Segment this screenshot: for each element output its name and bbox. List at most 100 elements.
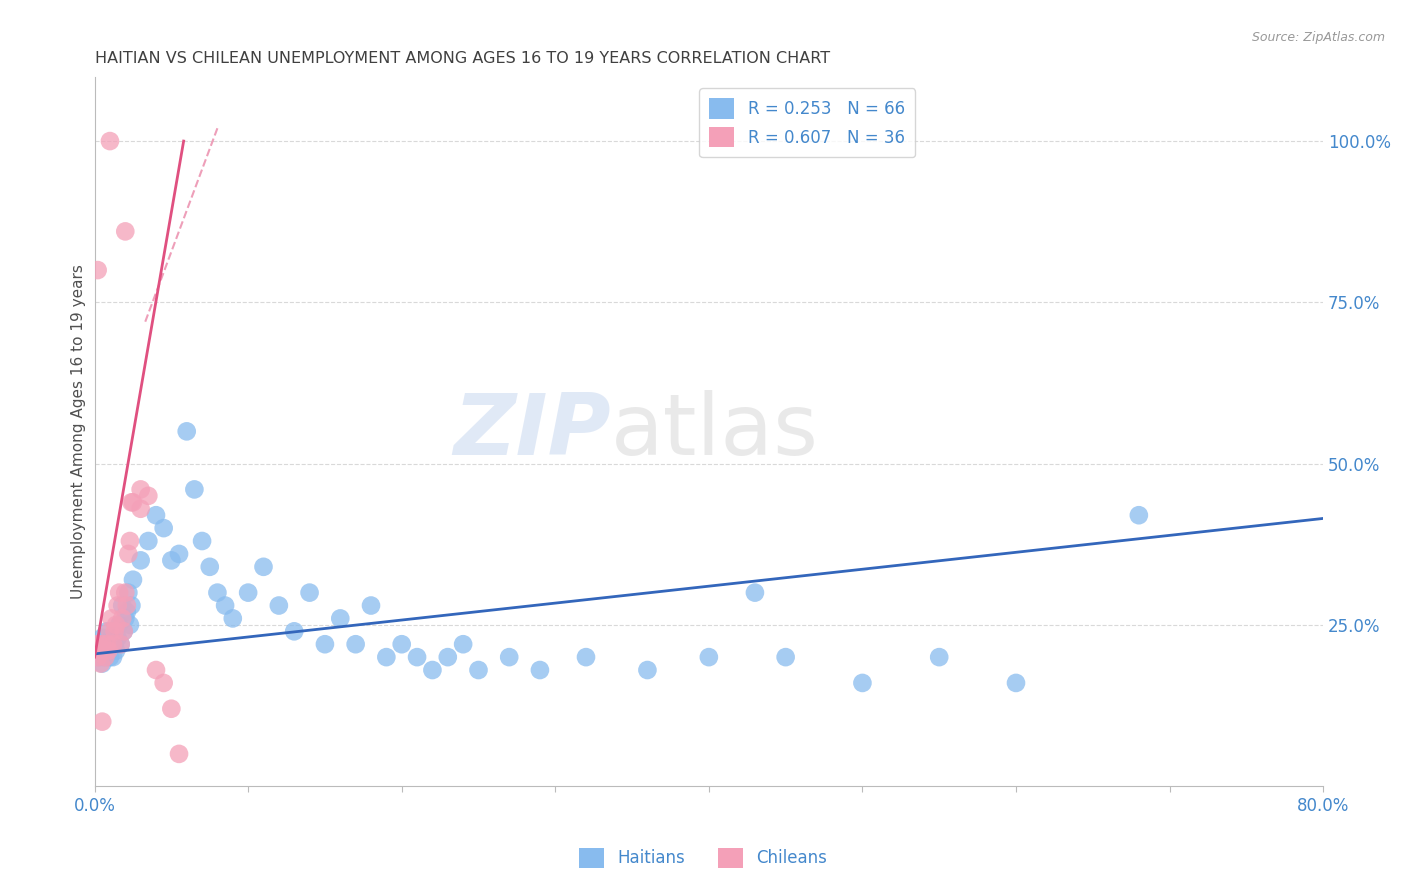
Point [105,643,128,657]
Point [94,650,117,665]
Point [94,650,117,665]
Point [89,650,111,665]
Point [160,702,183,716]
Point [89,637,111,651]
Point [422,663,444,677]
Point [96,637,118,651]
Point [103,637,125,651]
Point [267,599,290,613]
Point [100,631,122,645]
Point [391,637,413,651]
Text: Source: ZipAtlas.com: Source: ZipAtlas.com [1251,31,1385,45]
Point [98,637,121,651]
Point [152,521,174,535]
Point [222,611,245,625]
Point [120,495,142,509]
Point [91,657,114,671]
Point [314,637,336,651]
Point [176,425,198,439]
Point [1128,508,1150,523]
Point [90,643,112,657]
Point [114,585,136,599]
Point [98,134,121,148]
Point [111,611,134,625]
Point [110,637,132,651]
Point [120,599,142,613]
Point [108,618,131,632]
Point [101,650,124,665]
Point [697,650,720,665]
Point [214,599,236,613]
Point [436,650,458,665]
Point [467,663,489,677]
Text: HAITIAN VS CHILEAN UNEMPLOYMENT AMONG AGES 16 TO 19 YEARS CORRELATION CHART: HAITIAN VS CHILEAN UNEMPLOYMENT AMONG AG… [94,51,830,66]
Point [117,585,139,599]
Point [110,637,132,651]
Point [167,547,190,561]
Point [97,643,120,657]
Point [636,663,658,677]
Point [112,624,135,639]
Point [98,650,121,665]
Point [406,650,429,665]
Point [145,663,167,677]
Point [114,611,136,625]
Point [118,618,141,632]
Point [1005,676,1028,690]
Text: atlas: atlas [610,390,818,473]
Point [111,599,134,613]
Point [136,534,159,549]
Point [107,599,129,613]
Point [86,650,108,665]
Legend: R = 0.253   N = 66, R = 0.607   N = 36: R = 0.253 N = 66, R = 0.607 N = 36 [699,88,915,158]
Point [115,605,138,619]
Point [90,657,112,671]
Point [122,495,145,509]
Point [851,676,873,690]
Text: ZIP: ZIP [453,390,610,473]
Point [198,559,221,574]
Point [329,611,352,625]
Point [86,263,108,277]
Point [86,637,108,651]
Point [122,573,145,587]
Point [129,501,152,516]
Point [152,676,174,690]
Point [744,585,766,599]
Point [93,637,115,651]
Point [129,553,152,567]
Point [529,663,551,677]
Point [84,637,107,651]
Point [775,650,797,665]
Point [207,585,229,599]
Point [252,559,274,574]
Point [108,585,131,599]
Point [101,637,124,651]
Point [451,637,474,651]
Point [93,643,115,657]
Point [498,650,520,665]
Point [191,534,214,549]
Point [91,714,114,729]
Point [97,643,120,657]
Point [91,637,114,651]
Point [100,611,122,625]
Point [118,534,141,549]
Point [928,650,950,665]
Point [298,585,321,599]
Point [112,624,135,639]
Point [96,624,118,639]
Point [236,585,259,599]
Legend: Haitians, Chileans: Haitians, Chileans [572,841,834,875]
Point [183,483,205,497]
Point [115,599,138,613]
Point [107,631,129,645]
Point [575,650,598,665]
Point [283,624,305,639]
Point [375,650,398,665]
Point [117,547,139,561]
Point [91,631,114,645]
Point [98,624,121,639]
Point [105,618,128,632]
Point [344,637,367,651]
